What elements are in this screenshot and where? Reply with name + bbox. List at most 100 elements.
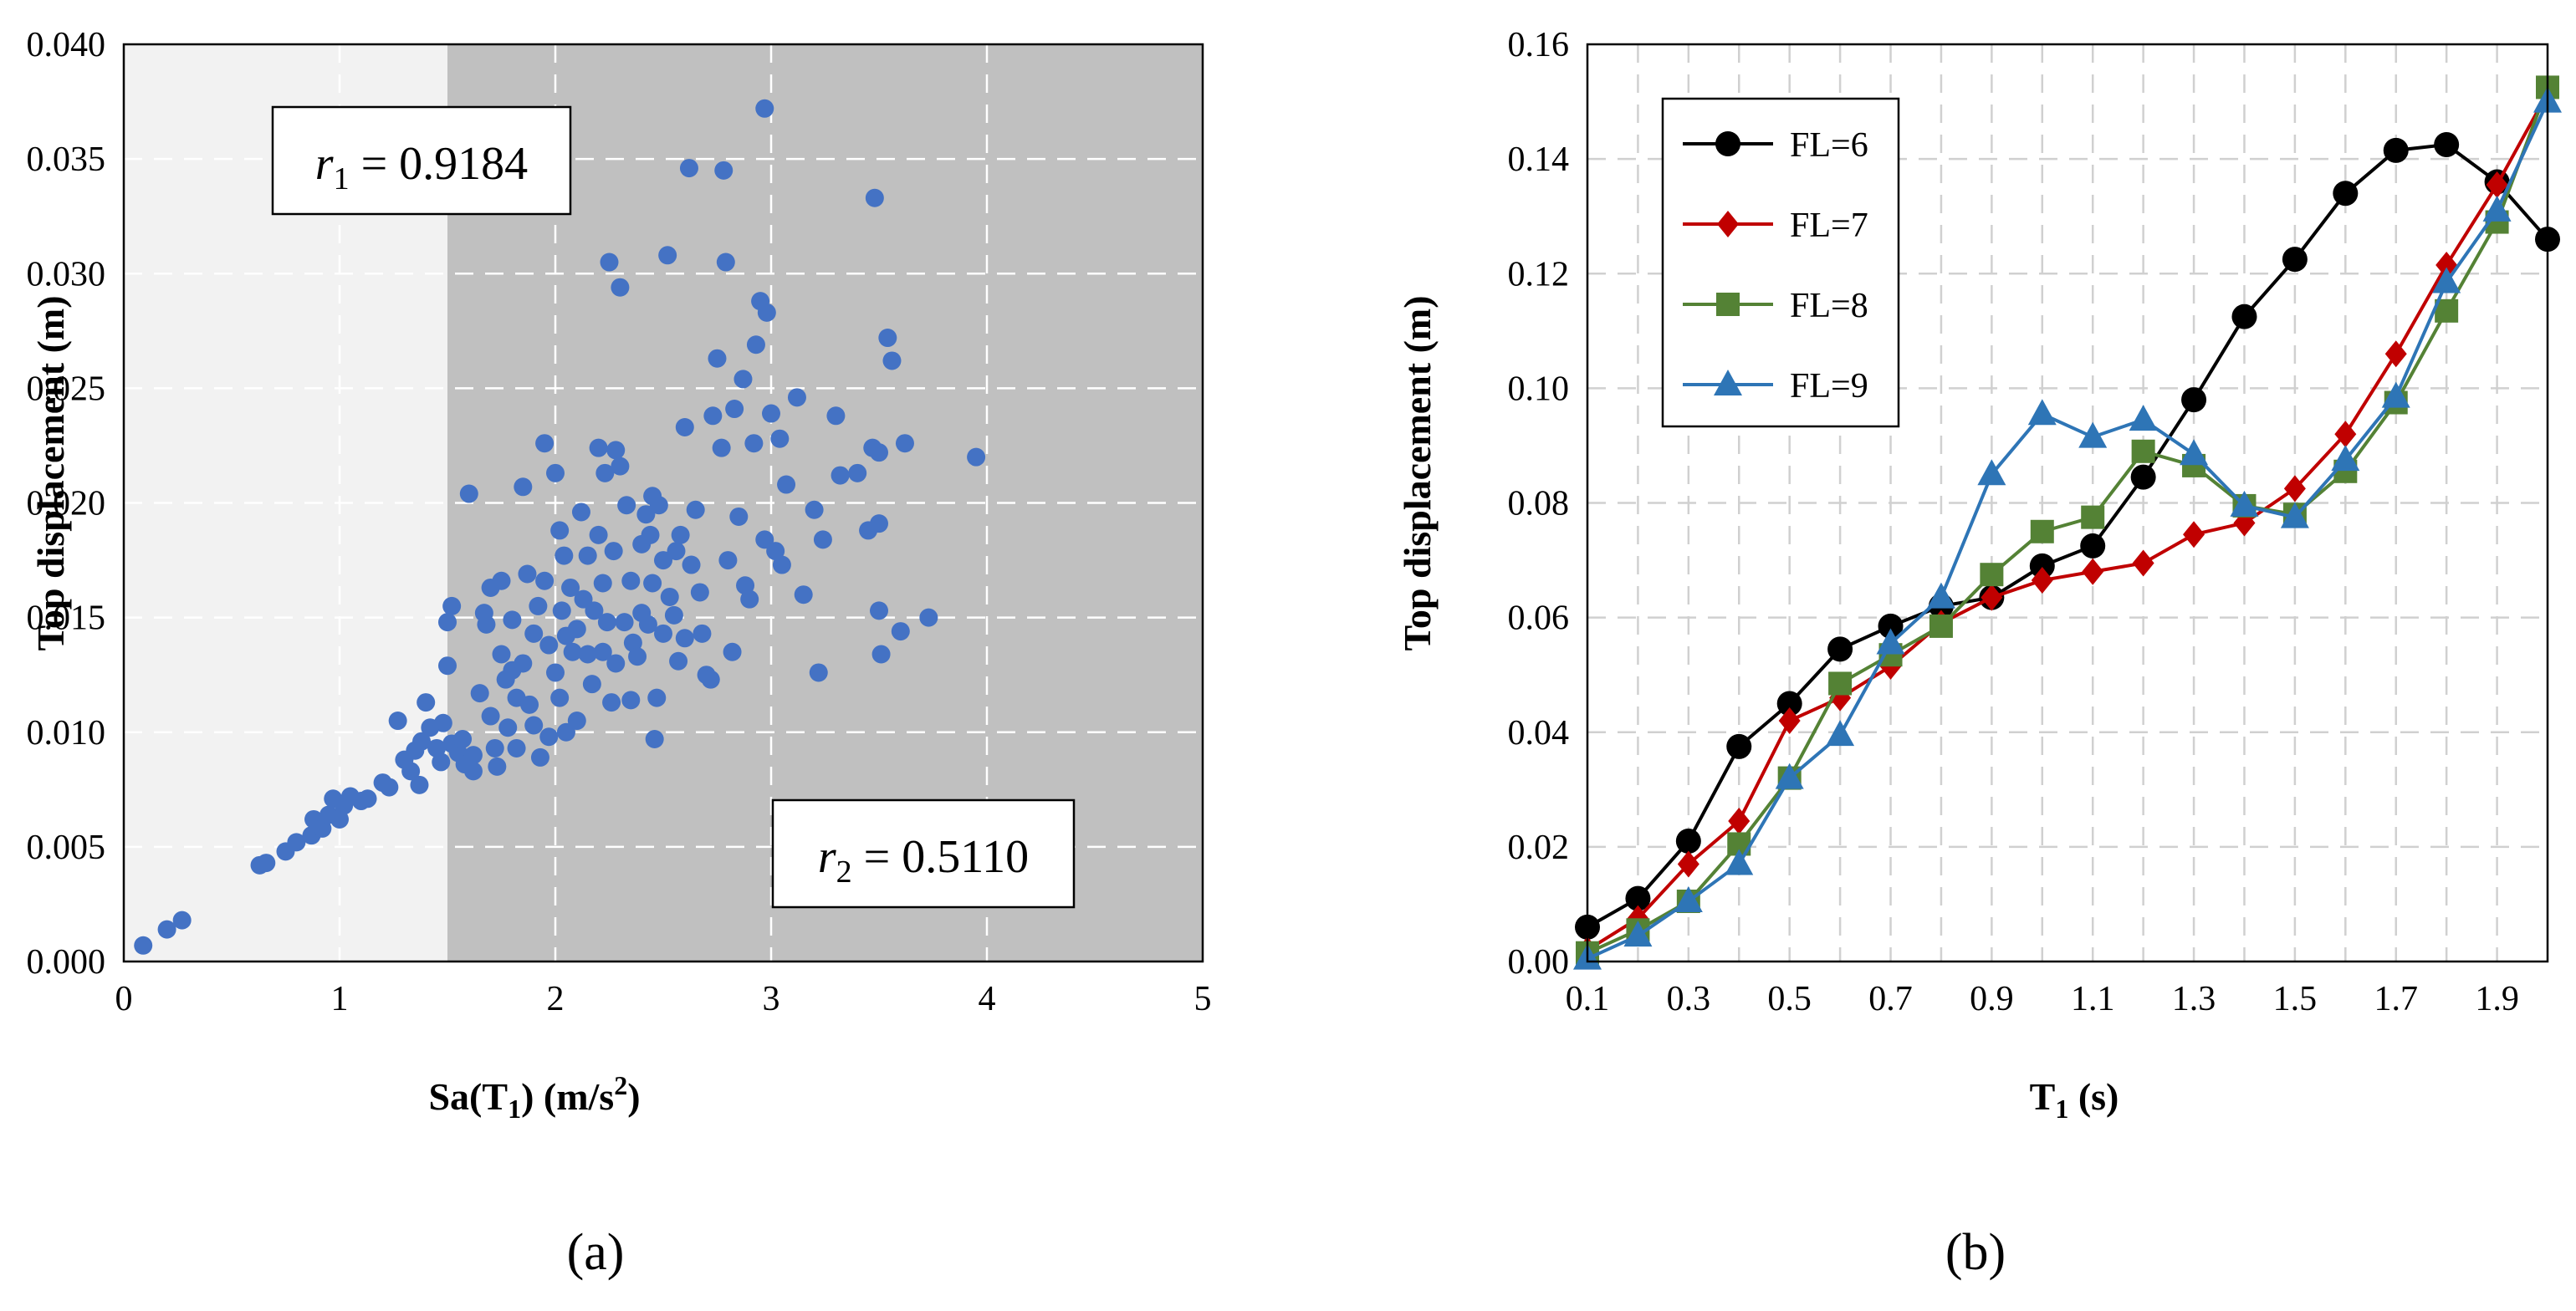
legend-label: FL=6 bbox=[1790, 126, 1868, 165]
legend-label: FL=8 bbox=[1790, 287, 1868, 325]
scatter-point bbox=[658, 246, 677, 265]
data-point-marker bbox=[2181, 387, 2207, 413]
annotation-r2-box bbox=[771, 798, 1076, 909]
data-point-marker bbox=[2384, 340, 2407, 368]
x-tick-label: 0.1 bbox=[1566, 980, 1610, 1018]
data-point-marker bbox=[1677, 850, 1699, 878]
scatter-point bbox=[686, 500, 705, 519]
scatter-point bbox=[492, 571, 511, 590]
y-tick-label: 0.12 bbox=[1508, 255, 1570, 293]
data-point-marker bbox=[1775, 763, 1804, 789]
scatter-point bbox=[530, 747, 549, 767]
legend-item: FL=6 bbox=[1683, 126, 1868, 165]
scatter-point bbox=[555, 546, 574, 565]
x-tick-label: 4 bbox=[979, 980, 996, 1018]
scatter-point bbox=[518, 564, 537, 584]
scatter-point bbox=[895, 434, 914, 453]
panel-label-a: (a) bbox=[567, 1224, 625, 1281]
data-point-marker bbox=[2029, 553, 2055, 579]
data-point-marker bbox=[1828, 671, 1853, 696]
data-point-marker bbox=[1980, 563, 2004, 587]
scatter-point bbox=[550, 688, 570, 707]
scatter-point bbox=[417, 693, 436, 712]
scatter-point bbox=[604, 542, 623, 561]
y-tick-label: 0.08 bbox=[1508, 485, 1570, 523]
scatter-point bbox=[701, 670, 720, 689]
data-point-marker bbox=[2081, 505, 2105, 529]
scatter-point bbox=[733, 370, 753, 389]
y-tick-label: 0.015 bbox=[27, 599, 106, 638]
x-tick-label: 0.3 bbox=[1667, 980, 1711, 1018]
y-tick-label: 0.16 bbox=[1508, 26, 1570, 64]
x-tick-labels: 0 1 2 3 4 5 bbox=[115, 980, 1212, 1018]
scatter-point bbox=[380, 778, 399, 797]
scatter-point bbox=[794, 585, 813, 604]
scatter-point bbox=[388, 712, 407, 731]
scatter-point bbox=[667, 542, 686, 561]
scatter-point bbox=[729, 507, 749, 526]
x-tick-labels: 0.1 0.3 0.5 0.7 0.9 1.1 1.3 1.5 1.7 1.9 bbox=[1566, 980, 2519, 1018]
data-point-marker bbox=[2434, 131, 2460, 157]
scatter-point bbox=[546, 463, 565, 482]
data-point-marker bbox=[2333, 181, 2359, 207]
scatter-point bbox=[746, 335, 765, 355]
scatter-point bbox=[744, 434, 764, 453]
scatter-point bbox=[492, 645, 511, 664]
scatter-point bbox=[589, 525, 608, 544]
data-point-marker bbox=[2132, 549, 2154, 577]
legend-marker bbox=[1715, 131, 1740, 156]
data-point-marker bbox=[2381, 381, 2410, 408]
scatter-point bbox=[628, 647, 647, 666]
scatter-point bbox=[498, 718, 518, 737]
data-point-marker bbox=[1977, 459, 2006, 486]
scatter-point bbox=[539, 727, 559, 747]
y-tick-label: 0.040 bbox=[27, 26, 106, 64]
data-point-marker bbox=[2027, 399, 2057, 426]
annotation-r1-text: r1 = 0.9184 bbox=[315, 138, 528, 196]
scatter-point bbox=[703, 406, 723, 426]
series-fl-6 bbox=[1575, 131, 2560, 940]
scatter-point bbox=[712, 438, 731, 457]
scatter-point bbox=[561, 578, 580, 597]
data-point-marker bbox=[1876, 628, 1905, 655]
scatter-point bbox=[636, 505, 656, 524]
scatter-point bbox=[606, 654, 626, 673]
scatter-point bbox=[708, 349, 727, 368]
scatter-point bbox=[410, 775, 429, 794]
scatter-point bbox=[585, 601, 604, 620]
legend-box bbox=[1661, 97, 1900, 428]
scatter-point bbox=[675, 629, 694, 648]
x-tick-label: 2 bbox=[547, 980, 565, 1018]
scatter-point bbox=[438, 656, 457, 676]
scatter-point bbox=[571, 502, 590, 522]
scatter-point bbox=[617, 496, 636, 515]
scatter-point bbox=[621, 691, 641, 710]
scatter-point bbox=[870, 443, 888, 462]
x-tick-label: 1.9 bbox=[2475, 980, 2519, 1018]
data-point-marker bbox=[1728, 808, 1751, 835]
scatter-point bbox=[582, 675, 601, 694]
scatter-point bbox=[535, 571, 555, 590]
data-point-marker bbox=[1674, 886, 1703, 913]
scatter-point bbox=[401, 762, 421, 781]
data-point-marker bbox=[2230, 490, 2259, 517]
scatter-point bbox=[615, 613, 634, 632]
scatter-point bbox=[488, 757, 507, 776]
x-tick-label: 1.1 bbox=[2071, 980, 2115, 1018]
scatter-point bbox=[772, 555, 791, 574]
line-chart-panel-b: 0.1 0.3 0.5 0.7 0.9 1.1 1.3 1.5 1.7 1.9 0.000.020… bbox=[1396, 26, 2562, 1281]
scatter-point bbox=[287, 833, 306, 852]
scatter-point bbox=[595, 463, 615, 482]
scatter-point bbox=[438, 613, 457, 632]
data-point-marker bbox=[2331, 445, 2360, 472]
y-tick-label: 0.010 bbox=[27, 714, 106, 752]
scatter-point bbox=[813, 530, 832, 549]
scatter-point bbox=[805, 500, 824, 519]
data-point-marker bbox=[1776, 691, 1802, 717]
scatter-point bbox=[621, 571, 641, 590]
scatter-point bbox=[567, 712, 586, 731]
scatter-point bbox=[641, 525, 660, 544]
y-axis-label: Top displacement (m) bbox=[1396, 295, 1439, 650]
